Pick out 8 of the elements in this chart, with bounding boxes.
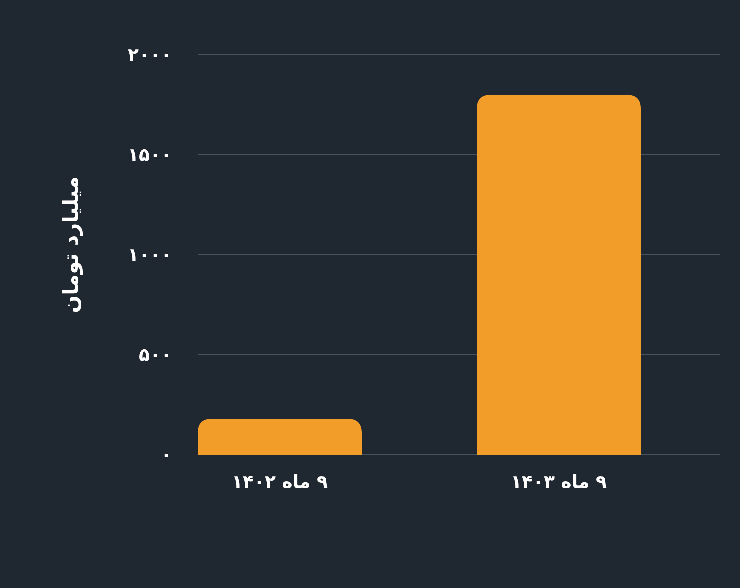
y-tick-label: ۱۵۰۰ xyxy=(128,145,172,166)
y-axis-title: میلیارد تومان xyxy=(59,176,84,314)
y-tick-label: ۵۰۰ xyxy=(139,345,172,366)
y-tick-label: ۱۰۰۰ xyxy=(128,245,172,266)
x-tick-label: ۹ ماه ۱۴۰۲ xyxy=(232,472,328,493)
y-tick-label: ۰ xyxy=(161,445,172,466)
y-tick-label: ۲۰۰۰ xyxy=(128,45,172,66)
x-tick-label: ۹ ماه ۱۴۰۳ xyxy=(510,472,608,493)
